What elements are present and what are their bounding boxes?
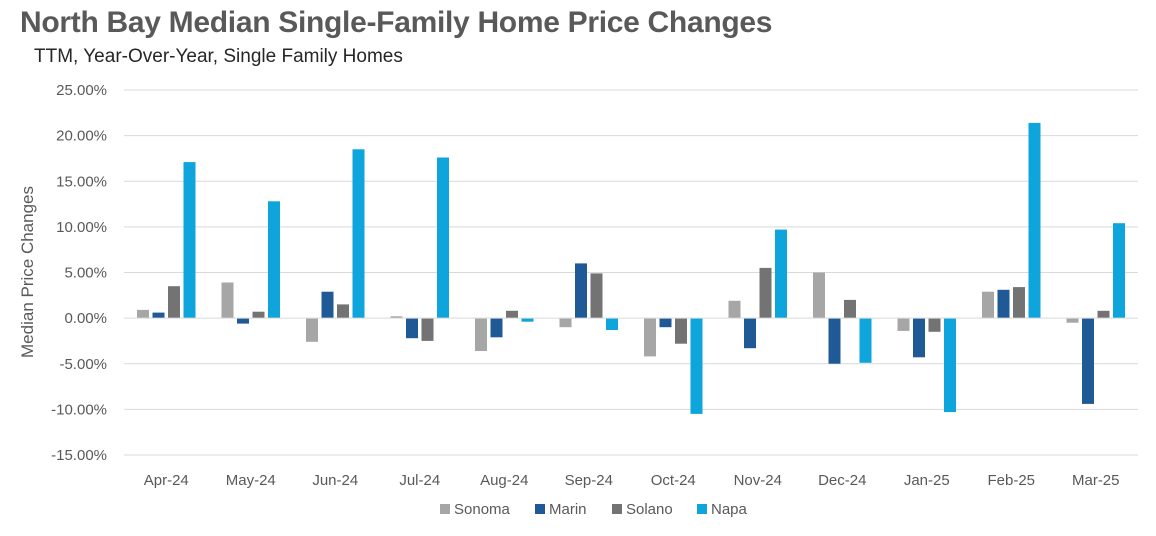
y-tick-label: -10.00% (51, 401, 107, 418)
bar-marin-jan-25 (913, 318, 925, 358)
chart-subtitle: TTM, Year-Over-Year, Single Family Homes (34, 46, 403, 67)
bar-sonoma-dec-24 (813, 272, 825, 319)
bar-napa-jun-24 (352, 149, 365, 319)
x-tick-label: May-24 (226, 472, 276, 489)
bar-solano-apr-24 (168, 286, 180, 319)
bar-napa-may-24 (268, 201, 280, 319)
bar-napa-jul-24 (437, 157, 449, 319)
legend-label-solano: Solano (626, 501, 673, 518)
bar-sonoma-mar-25 (1066, 318, 1079, 323)
y-tick-label: 15.00% (56, 173, 107, 190)
x-tick-label: Dec-24 (818, 472, 866, 489)
x-tick-label: Nov-24 (734, 472, 782, 489)
bar-napa-feb-25 (1028, 122, 1041, 319)
y-axis-ticks: 25.00% 20.00% 15.00% 10.00% 5.00% 0.00% -5.00%… (51, 82, 107, 464)
bar-solano-dec-24 (844, 299, 856, 319)
bar-solano-jan-25 (928, 318, 941, 332)
legend-label-marin: Marin (549, 501, 587, 518)
bar-napa-mar-25 (1113, 223, 1125, 319)
chart-title: North Bay Median Single-Family Home Pric… (20, 6, 773, 39)
bar-marin-apr-24 (152, 312, 165, 319)
x-tick-label: Mar-25 (1072, 472, 1120, 489)
bar-sonoma-feb-25 (982, 291, 994, 319)
legend-swatch-marin (535, 504, 545, 514)
bar-solano-may-24 (252, 311, 265, 319)
bar-napa-apr-24 (183, 162, 196, 319)
bar-solano-oct-24 (675, 318, 687, 344)
y-tick-label: 0.00% (64, 310, 107, 327)
bar-napa-sep-24 (606, 318, 618, 330)
x-tick-label: Jun-24 (312, 472, 358, 489)
legend-label-sonoma: Sonoma (454, 501, 511, 518)
bar-marin-dec-24 (828, 318, 841, 364)
bar-marin-nov-24 (744, 318, 756, 349)
bar-marin-jul-24 (406, 318, 418, 339)
x-tick-label: Jul-24 (399, 472, 440, 489)
bars (137, 122, 1125, 414)
bar-sonoma-aug-24 (475, 318, 487, 351)
x-axis-ticks: Apr-24 May-24 Jun-24 Jul-24 Aug-24 Sep-24 Oct-… (144, 472, 1120, 489)
gridlines (124, 89, 1138, 456)
bar-solano-aug-24 (506, 310, 518, 319)
x-tick-label: Sep-24 (565, 472, 613, 489)
bar-solano-jul-24 (421, 318, 434, 341)
x-tick-label: Feb-25 (987, 472, 1035, 489)
bar-sonoma-oct-24 (644, 318, 656, 357)
y-tick-label: -5.00% (59, 356, 107, 373)
bar-solano-mar-25 (1097, 310, 1110, 319)
legend-swatch-sonoma (440, 504, 450, 514)
bar-sonoma-may-24 (221, 282, 234, 319)
x-tick-label: Apr-24 (144, 472, 189, 489)
bar-napa-aug-24 (521, 318, 534, 322)
legend-label-napa: Napa (711, 501, 748, 518)
bar-marin-jun-24 (321, 291, 334, 319)
legend-swatch-napa (697, 504, 707, 514)
bar-marin-may-24 (237, 318, 249, 324)
legend-swatch-solano (612, 504, 622, 514)
bar-sonoma-nov-24 (728, 300, 741, 319)
bar-solano-jun-24 (337, 304, 349, 319)
bar-solano-feb-25 (1013, 287, 1025, 319)
legend: Sonoma Marin Solano Napa (440, 501, 748, 518)
bar-marin-feb-25 (997, 289, 1010, 319)
bar-sonoma-jan-25 (897, 318, 910, 331)
bar-sonoma-sep-24 (559, 318, 572, 328)
y-tick-label: 10.00% (56, 219, 107, 236)
bar-napa-dec-24 (859, 318, 872, 363)
y-tick-label: 25.00% (56, 82, 107, 99)
bar-sonoma-jun-24 (306, 318, 318, 342)
x-tick-label: Oct-24 (651, 472, 696, 489)
bar-napa-nov-24 (775, 229, 787, 319)
y-axis-label: Median Price Changes (18, 186, 37, 358)
x-tick-label: Jan-25 (904, 472, 950, 489)
bar-napa-jan-25 (944, 318, 956, 413)
bar-solano-sep-24 (590, 273, 603, 319)
y-tick-label: -15.00% (51, 447, 107, 464)
bar-sonoma-jul-24 (390, 316, 403, 319)
bar-marin-sep-24 (575, 263, 587, 319)
y-tick-label: 5.00% (64, 265, 107, 282)
y-tick-label: 20.00% (56, 128, 107, 145)
x-tick-label: Aug-24 (480, 472, 528, 489)
bar-napa-oct-24 (690, 318, 703, 414)
bar-marin-mar-25 (1082, 318, 1094, 404)
bar-marin-aug-24 (490, 318, 503, 338)
bar-solano-nov-24 (759, 267, 772, 319)
bar-sonoma-apr-24 (137, 309, 149, 319)
bar-marin-oct-24 (659, 318, 672, 328)
